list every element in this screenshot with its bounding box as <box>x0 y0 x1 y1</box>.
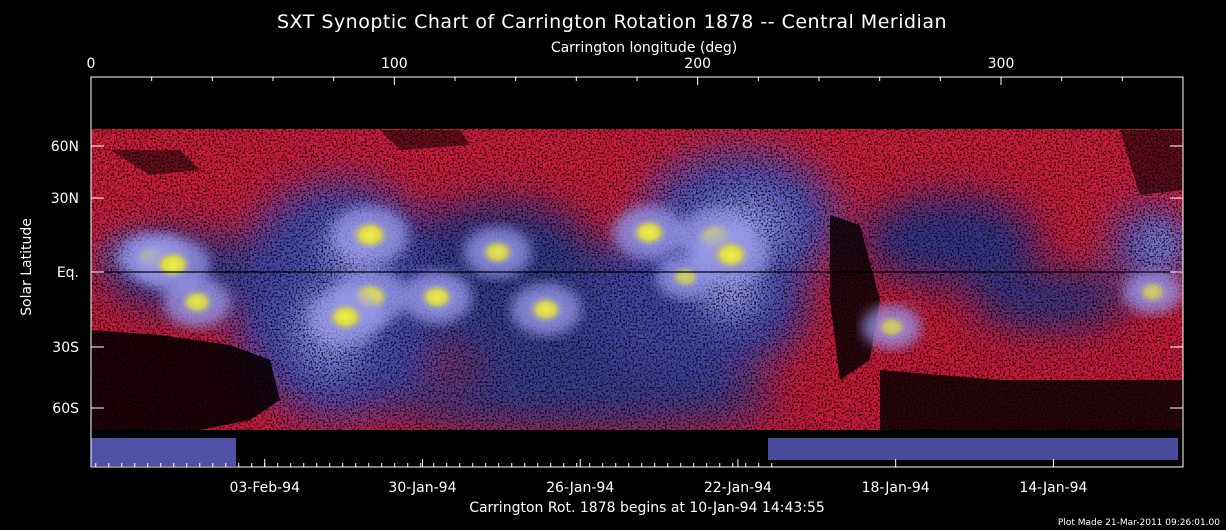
top-tick-label: 100 <box>381 56 408 72</box>
top-axis-label: Carrington longitude (deg) <box>551 40 737 56</box>
bottom-tick-label: 30-Jan-94 <box>388 480 456 496</box>
active-region-core <box>1136 279 1170 305</box>
top-tick-label: 300 <box>988 56 1015 72</box>
bottom-axis-label: Carrington Rot. 1878 begins at 10-Jan-94… <box>469 500 825 516</box>
bottom-tick-label: 22-Jan-94 <box>704 480 772 496</box>
active-region-core <box>178 287 217 317</box>
top-tick-label: 200 <box>684 56 711 72</box>
active-region-core <box>417 281 457 313</box>
active-region-core <box>478 237 517 268</box>
top-tick-label: 0 <box>87 56 96 72</box>
bottom-tick-label: 14-Jan-94 <box>1019 480 1087 496</box>
active-region-core <box>151 248 194 281</box>
y-tick-label: Eq. <box>57 265 79 281</box>
y-axis-label: Solar Latitude <box>19 218 35 316</box>
bottom-strip-right <box>768 438 1178 460</box>
chart-title: SXT Synoptic Chart of Carrington Rotatio… <box>277 11 947 33</box>
active-region-core <box>348 218 392 252</box>
y-tick-label: 60S <box>52 401 79 417</box>
active-region-core <box>628 216 670 249</box>
active-region-core <box>324 300 367 334</box>
bottom-tick-label: 26-Jan-94 <box>546 480 614 496</box>
active-regions <box>119 205 1183 350</box>
y-tick-label: 30S <box>52 340 79 356</box>
y-tick-label: 60N <box>51 139 79 155</box>
active-region-core <box>875 314 909 340</box>
y-tick-label: 30N <box>51 191 79 207</box>
bottom-tick-label: 18-Jan-94 <box>862 480 930 496</box>
active-region-core <box>709 237 753 272</box>
active-region-core <box>668 264 703 290</box>
bottom-strip-left <box>91 438 236 466</box>
bottom-tick-label: 03-Feb-94 <box>229 480 300 496</box>
footer-note: Plot Made 21-Mar-2011 09:26:01.00 <box>1058 518 1220 528</box>
active-region-core <box>526 294 566 325</box>
axes: 0 100 200 300 60N 30N Eq. 30S 60S 03-Feb-94 30-Jan… <box>51 56 1183 496</box>
